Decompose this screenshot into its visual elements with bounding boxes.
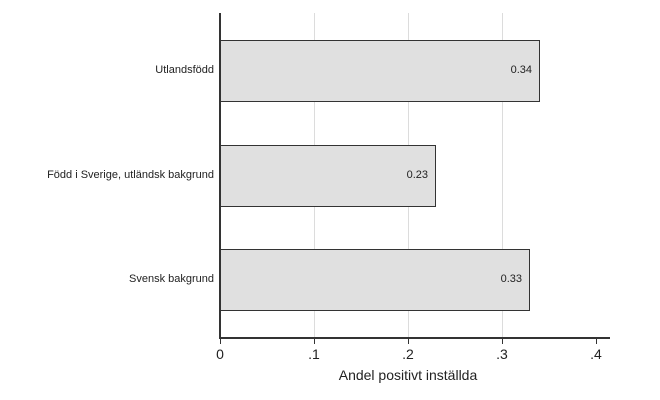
- category-label: Utlandsfödd: [155, 64, 214, 76]
- bar-value-label: 0.33: [500, 273, 522, 285]
- category-label: Svensk bakgrund: [129, 273, 214, 285]
- x-axis-title: Andel positivt inställda: [338, 367, 478, 383]
- bar-value-label: 0.23: [406, 169, 428, 181]
- y-axis-line: [219, 13, 221, 338]
- x-tick: [502, 338, 503, 344]
- x-tick: [220, 338, 221, 344]
- x-tick-label: .4: [590, 346, 602, 362]
- bar-value-label: 0.34: [510, 64, 532, 76]
- x-tick: [408, 338, 409, 344]
- gridline: [502, 13, 503, 337]
- x-tick: [596, 338, 597, 344]
- category-label: Född i Sverige, utländsk bakgrund: [47, 169, 214, 181]
- bar: [220, 145, 436, 207]
- x-tick-label: .3: [496, 346, 508, 362]
- x-tick-label: 0: [216, 346, 224, 362]
- x-tick-label: .1: [308, 346, 320, 362]
- x-tick: [314, 338, 315, 344]
- x-axis-line: [219, 337, 610, 339]
- bar: [220, 249, 530, 311]
- bar: [220, 40, 540, 102]
- x-tick-label: .2: [402, 346, 414, 362]
